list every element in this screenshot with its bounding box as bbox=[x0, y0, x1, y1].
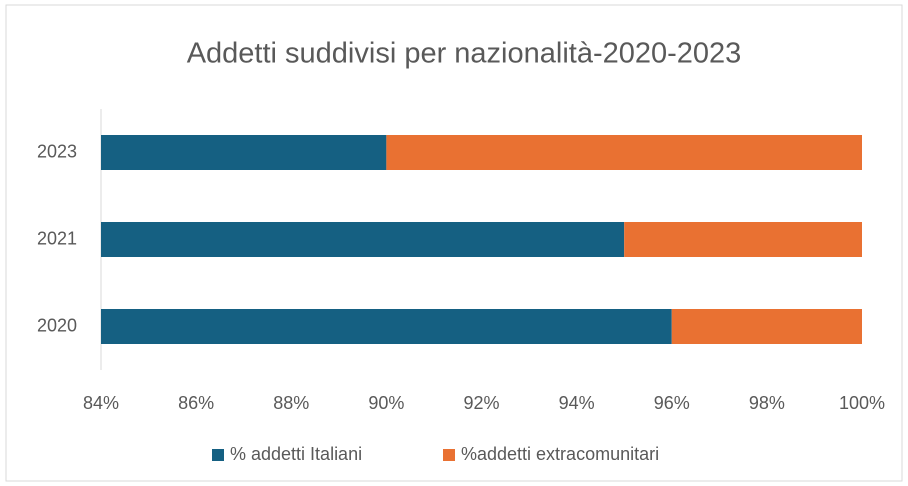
x-tick-label: 96% bbox=[654, 393, 690, 413]
x-tick-label: 92% bbox=[463, 393, 499, 413]
legend-swatch bbox=[443, 449, 455, 461]
legend-label: %addetti extracomunitari bbox=[461, 444, 659, 464]
bar-segment bbox=[624, 222, 862, 257]
x-tick-label: 90% bbox=[368, 393, 404, 413]
x-tick-label: 86% bbox=[178, 393, 214, 413]
legend-label: % addetti Italiani bbox=[230, 444, 362, 464]
legend-swatch bbox=[212, 449, 224, 461]
x-tick-label: 88% bbox=[273, 393, 309, 413]
x-tick-label: 98% bbox=[749, 393, 785, 413]
y-tick-label: 2023 bbox=[37, 141, 77, 161]
bar-segment bbox=[386, 135, 862, 170]
x-tick-label: 94% bbox=[559, 393, 595, 413]
x-tick-label: 84% bbox=[83, 393, 119, 413]
x-tick-label: 100% bbox=[839, 393, 885, 413]
bar-segment bbox=[101, 309, 672, 344]
bar-segment bbox=[101, 222, 625, 257]
y-tick-label: 2021 bbox=[37, 228, 77, 248]
bar-segment bbox=[101, 135, 387, 170]
bar-segment bbox=[671, 309, 862, 344]
y-tick-label: 2020 bbox=[37, 315, 77, 335]
chart-title: Addetti suddivisi per nazionalità-2020-2… bbox=[187, 38, 742, 70]
